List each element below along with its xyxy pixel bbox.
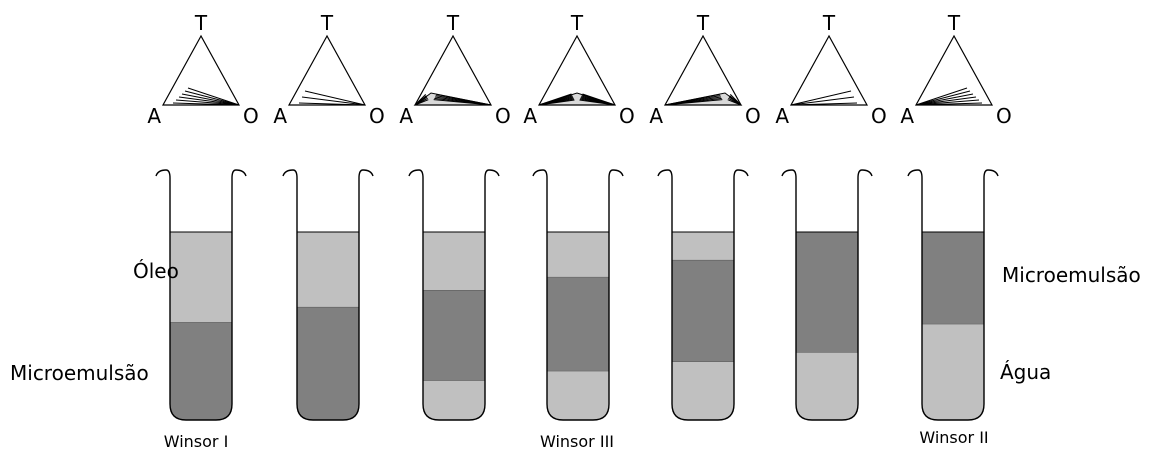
tube-outline <box>282 169 374 421</box>
tie-lines <box>538 92 616 106</box>
test-tube-3 <box>408 169 500 421</box>
vertex-label-o: O <box>369 104 385 128</box>
tie-lines <box>297 90 366 106</box>
vertex-label-a: A <box>523 104 537 128</box>
tube-liquid <box>547 232 609 420</box>
ternary-diagram-4: T A O <box>523 11 634 128</box>
test-tube-4 <box>532 169 624 421</box>
ternary-diagram-1: T A O <box>147 11 258 128</box>
tube-liquid <box>297 232 359 420</box>
phase-oil <box>297 232 359 308</box>
vertex-label-a: A <box>147 104 161 128</box>
label-oil: Óleo <box>133 259 179 283</box>
phase-oil <box>672 232 734 261</box>
tube-outline <box>657 169 749 421</box>
tube-outline <box>781 169 873 421</box>
ternary-diagram-6: T A O <box>775 11 886 128</box>
triangle-outline <box>663 34 743 106</box>
test-tube-6 <box>781 169 873 421</box>
phase-water <box>672 361 734 420</box>
phase-microemulsion <box>922 232 984 325</box>
test-tube-1 <box>155 169 247 421</box>
test-tube-7 <box>907 169 999 421</box>
tube-outline <box>532 169 624 421</box>
vertex-label-o: O <box>745 104 761 128</box>
tie-lines <box>664 92 743 106</box>
ternary-diagram-5: T A O <box>649 11 760 128</box>
ternary-diagram-3: T A O <box>399 11 510 128</box>
phase-microemulsion <box>170 322 232 420</box>
phase-water <box>423 380 485 420</box>
vertex-label-o: O <box>243 104 259 128</box>
tube-outline <box>408 169 500 421</box>
vertex-label-t: T <box>194 11 208 35</box>
triangle-outline <box>914 34 994 106</box>
label-water: Água <box>1000 360 1051 384</box>
tie-lines <box>171 87 240 106</box>
phase-oil <box>423 232 485 291</box>
vertex-label-a: A <box>273 104 287 128</box>
triangle-outline <box>287 34 367 106</box>
label-microemulsion-right: Microemulsão <box>1002 263 1141 287</box>
phase-microemulsion <box>796 232 858 353</box>
tie-lines <box>915 87 984 106</box>
vertex-label-a: A <box>775 104 789 128</box>
tube-liquid <box>423 232 485 420</box>
tie-lines <box>790 90 859 106</box>
tube-liquid <box>922 232 984 420</box>
ternary-diagram-2: T A O <box>273 11 384 128</box>
label-microemulsion-left: Microemulsão <box>10 361 149 385</box>
vertex-label-o: O <box>619 104 635 128</box>
vertex-label-t: T <box>320 11 334 35</box>
ternary-diagrams-row: TA OTA OTA OTA OTA OTA OTA O <box>147 11 1011 128</box>
caption-winsor-ii: Winsor II <box>919 428 988 447</box>
phase-water <box>547 371 609 420</box>
tube-liquid <box>170 232 232 420</box>
vertex-label-a: A <box>399 104 413 128</box>
vertex-label-t: T <box>570 11 584 35</box>
phase-microemulsion <box>672 260 734 363</box>
tie-lines <box>413 92 492 106</box>
test-tubes-row <box>155 169 999 421</box>
tube-outline <box>907 169 999 421</box>
vertex-label-a: A <box>649 104 663 128</box>
test-tube-5 <box>657 169 749 421</box>
ternary-diagram-7: T A O <box>900 11 1011 128</box>
triangle-outline <box>789 34 869 106</box>
vertex-label-t: T <box>822 11 836 35</box>
triangle-outline <box>161 34 241 106</box>
tube-liquid <box>796 232 858 420</box>
phase-microemulsion <box>547 277 609 372</box>
caption-winsor-iii: Winsor III <box>540 432 614 451</box>
vertex-label-t: T <box>947 11 961 35</box>
phase-oil <box>547 232 609 278</box>
tube-liquid <box>672 232 734 420</box>
phase-oil <box>170 232 232 323</box>
vertex-label-t: T <box>696 11 710 35</box>
test-tube-2 <box>282 169 374 421</box>
vertex-label-a: A <box>900 104 914 128</box>
phase-microemulsion <box>297 307 359 420</box>
phase-water <box>922 324 984 420</box>
vertex-label-o: O <box>495 104 511 128</box>
triangle-outline <box>537 34 617 106</box>
vertex-label-o: O <box>871 104 887 128</box>
tube-outline <box>155 169 247 421</box>
phase-microemulsion <box>423 290 485 382</box>
vertex-label-o: O <box>996 104 1012 128</box>
caption-winsor-i: Winsor I <box>164 432 229 451</box>
phase-water <box>796 352 858 420</box>
triangle-outline <box>413 34 493 106</box>
vertex-label-t: T <box>446 11 460 35</box>
